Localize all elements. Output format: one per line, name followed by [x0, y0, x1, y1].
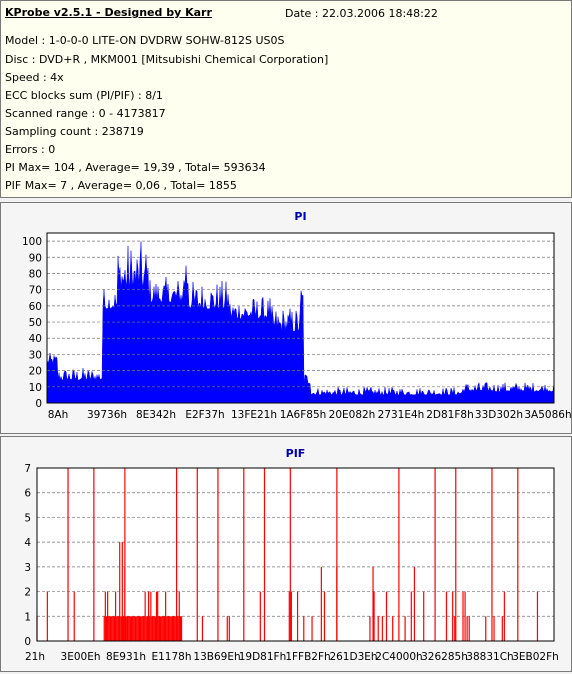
- info-panel: KProbe v2.5.1 - Designed by Karr Date : …: [0, 0, 572, 198]
- x-tick-label: 1FFB2Fh: [285, 651, 330, 663]
- y-tick-label: 90: [29, 252, 42, 264]
- y-tick-label: 1: [24, 611, 31, 623]
- scan-date: Date : 22.03.2006 18:48:22: [285, 7, 438, 20]
- x-tick-label: E1178h: [151, 651, 191, 663]
- x-tick-label: 261D3Eh: [329, 651, 377, 663]
- info-pif-summary: PIF Max= 7 , Average= 0,06 , Total= 1855: [5, 179, 237, 192]
- y-tick-label: 7: [24, 463, 31, 475]
- x-tick-label: 3E00Eh: [61, 651, 101, 663]
- y-tick-label: 70: [29, 285, 42, 297]
- pi-chart: PI 0 10 20 30 40 50 60 70 80 90 100 8Ah 39736h 8E342h E…: [22, 210, 572, 421]
- info-pi-summary: PI Max= 104 , Average= 19,39 , Total= 59…: [5, 161, 266, 174]
- x-tick-label: 2D81F8h: [426, 409, 474, 421]
- x-tick-label: 20E082h: [329, 409, 376, 421]
- x-tick-label: 33D302h: [475, 409, 523, 421]
- plot-frame: [46, 232, 555, 404]
- info-errors: Errors : 0: [5, 143, 56, 156]
- x-tick-label: 21h: [25, 651, 45, 663]
- x-tick-label: 2731E4h: [378, 409, 425, 421]
- y-tick-label: 80: [29, 268, 42, 280]
- y-tick-label: 2: [24, 587, 31, 599]
- x-tick-label: 2C4000h: [375, 651, 422, 663]
- pi-chart-panel: PI 0 10 20 30 40 50 60 70 80 90 100 8Ah 39736h 8E342h E…: [0, 202, 572, 434]
- x-tick-label: 38831Ch: [466, 651, 513, 663]
- x-tick-label: 13FE21h: [231, 409, 277, 421]
- pif-chart-panel: PIF 0 1 2 3 4 5 6 7 21h 3E00Eh 8E931h E1178h 13B69Eh 1…: [0, 436, 572, 672]
- y-tick-label: 0: [24, 636, 31, 648]
- x-tick-label: 39736h: [87, 409, 127, 421]
- info-scanned-range: Scanned range : 0 - 4173817: [5, 107, 166, 120]
- x-tick-label: 3A5086h: [524, 409, 571, 421]
- info-model: Model : 1-0-0-0 LITE-ON DVDRW SOHW-812S …: [5, 34, 285, 47]
- y-tick-label: 10: [29, 382, 42, 394]
- app-title: KProbe v2.5.1 - Designed by Karr: [5, 6, 212, 19]
- info-speed: Speed : 4x: [5, 71, 64, 84]
- y-tick-label: 60: [29, 301, 42, 313]
- y-tick-label: 20: [29, 366, 42, 378]
- x-tick-label: 8Ah: [48, 409, 69, 421]
- y-tick-label: 30: [29, 349, 42, 361]
- x-tick-label: 3EB02Fh: [512, 651, 559, 663]
- info-ecc-blocks: ECC blocks sum (PI/PIF) : 8/1: [5, 89, 163, 102]
- x-tick-label: 8E931h: [106, 651, 146, 663]
- y-tick-label: 0: [35, 398, 42, 410]
- x-tick-label: 1A6F85h: [280, 409, 327, 421]
- x-tick-label: 8E342h: [136, 409, 176, 421]
- chart-title: PI: [294, 210, 306, 223]
- info-sampling-count: Sampling count : 238719: [5, 125, 144, 138]
- x-tick-label: E2F37h: [185, 409, 224, 421]
- pi-series-area: [46, 241, 555, 404]
- y-tick-label: 5: [24, 512, 31, 524]
- y-tick-label: 3: [24, 562, 31, 574]
- x-tick-label: 326285h: [421, 651, 468, 663]
- info-disc: Disc : DVD+R , MKM001 [Mitsubishi Chemic…: [5, 53, 329, 66]
- x-tick-label: 13B69Eh: [193, 651, 240, 663]
- plot-bg: [37, 468, 554, 641]
- y-tick-label: 6: [24, 488, 31, 500]
- y-tick-label: 100: [22, 236, 42, 248]
- x-tick-label: 19D81Fh: [239, 651, 287, 663]
- chart-title: PIF: [286, 447, 306, 460]
- y-tick-label: 4: [24, 537, 31, 549]
- y-tick-label: 50: [29, 317, 42, 329]
- y-tick-label: 40: [29, 333, 42, 345]
- plot-frame: [36, 467, 555, 642]
